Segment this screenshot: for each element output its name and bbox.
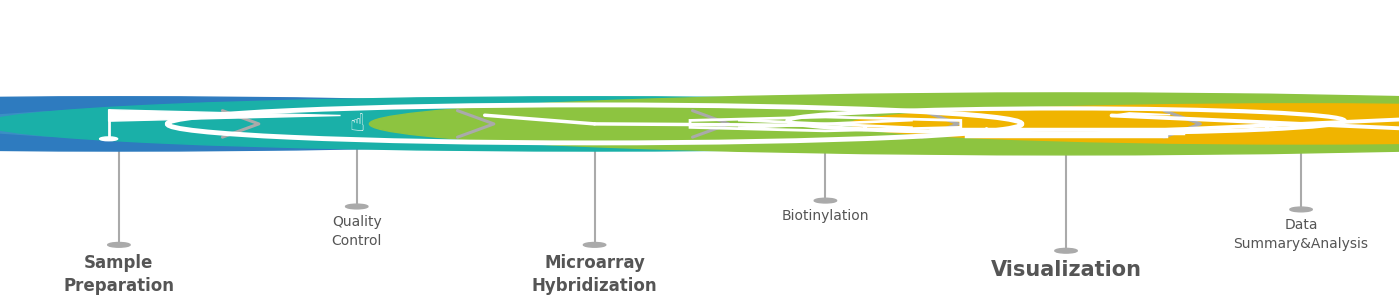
Ellipse shape bbox=[369, 93, 1399, 155]
Text: Data
Summary&Analysis: Data Summary&Analysis bbox=[1234, 218, 1368, 251]
Text: Biotinylation: Biotinylation bbox=[782, 209, 869, 223]
Text: Visualization: Visualization bbox=[990, 260, 1142, 280]
Polygon shape bbox=[1112, 113, 1170, 115]
Ellipse shape bbox=[414, 106, 1237, 142]
Circle shape bbox=[99, 137, 118, 141]
Circle shape bbox=[108, 242, 130, 247]
Circle shape bbox=[814, 198, 837, 203]
Text: ☝: ☝ bbox=[350, 112, 364, 136]
Ellipse shape bbox=[851, 104, 1399, 144]
Text: Microarray
Hybridization: Microarray Hybridization bbox=[532, 254, 658, 295]
Circle shape bbox=[346, 204, 368, 209]
Circle shape bbox=[1290, 207, 1312, 212]
Circle shape bbox=[1055, 248, 1077, 253]
Ellipse shape bbox=[0, 97, 729, 151]
Polygon shape bbox=[109, 110, 340, 121]
Ellipse shape bbox=[0, 97, 1205, 151]
Text: Quality
Control: Quality Control bbox=[332, 215, 382, 248]
Polygon shape bbox=[1112, 132, 1170, 135]
Text: Sample
Preparation: Sample Preparation bbox=[63, 254, 175, 295]
Ellipse shape bbox=[0, 106, 768, 142]
Circle shape bbox=[583, 242, 606, 247]
